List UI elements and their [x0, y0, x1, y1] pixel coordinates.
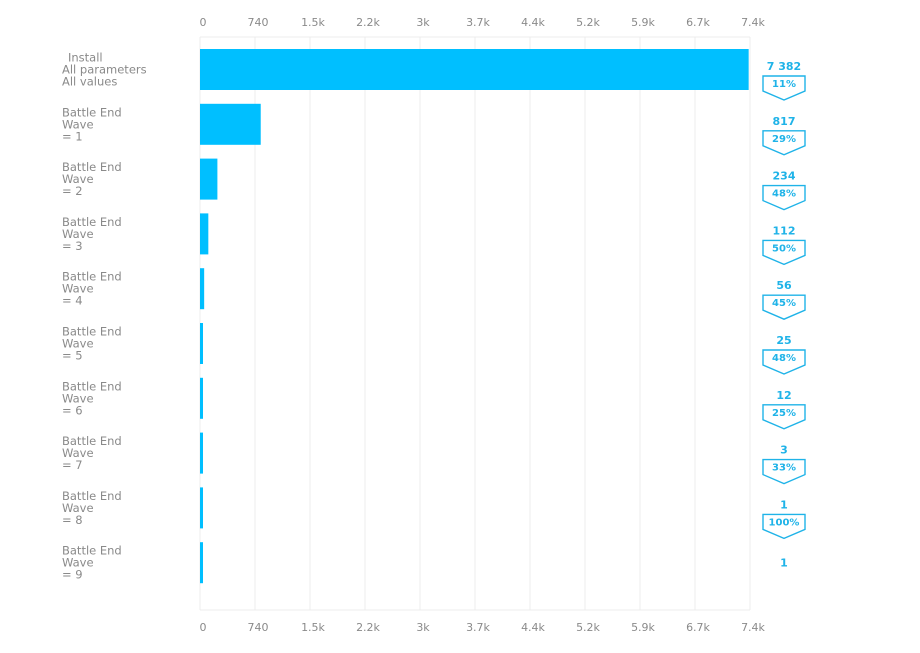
bar-count-label: 1: [780, 557, 788, 570]
category-label: All parameters: [62, 63, 147, 77]
bar: [200, 213, 209, 255]
x-tick-label-bottom: 3.7k: [466, 621, 490, 634]
x-tick-label-bottom: 7.4k: [741, 621, 765, 634]
category-label: = 1: [62, 129, 83, 143]
category-label: Battle End: [62, 270, 122, 284]
conversion-badge: [762, 75, 806, 101]
value-labels: 7 382 11% 817 29% 234 48% 112 50% 56 45% 25 48% 12 25…: [762, 60, 806, 570]
x-tick-label-top: 7.4k: [741, 16, 765, 29]
category-label: Wave: [62, 391, 94, 405]
conversion-label: 100%: [769, 517, 800, 528]
category-label: Battle End: [62, 434, 122, 448]
x-tick-label-top: 5.2k: [576, 16, 600, 29]
gridlines: [199, 36, 751, 611]
category-label: = 2: [62, 184, 83, 198]
category-label: Battle End: [62, 379, 122, 393]
conversion-label: 45%: [772, 298, 796, 309]
x-tick-label-top: 3k: [416, 16, 430, 29]
conversion-badge: [762, 349, 806, 375]
category-label: = 3: [62, 239, 83, 253]
conversion-badge: [762, 239, 806, 266]
category-label: Wave: [62, 172, 94, 186]
category-label: Battle End: [62, 325, 122, 339]
conversion-label: 33%: [772, 463, 796, 474]
x-tick-label-top: 0: [200, 16, 207, 29]
x-axis-bottom: 0 740 1.5k 2.2k 3k 3.7k 4.4k 5.2k 5.9k 6.7k 7.4k: [200, 621, 766, 634]
category-label: Battle End: [62, 544, 122, 558]
conversion-label: 48%: [772, 189, 796, 200]
category-label: Battle End: [62, 105, 122, 119]
conversion-badge: [762, 184, 806, 211]
conversion-badge: [762, 404, 806, 430]
x-tick-label-bottom: 6.7k: [686, 621, 710, 634]
bar-count-label: 3: [780, 444, 788, 457]
x-tick-label-top: 2.2k: [356, 16, 380, 29]
bar-count-label: 234: [773, 170, 796, 183]
x-tick-label-bottom: 5.9k: [631, 621, 655, 634]
x-tick-label-bottom: 0: [200, 621, 207, 634]
x-tick-label-top: 1.5k: [301, 16, 325, 29]
category-label: Install: [68, 51, 103, 65]
conversion-label: 25%: [772, 408, 796, 419]
x-axis-top: 0 740 1.5k 2.2k 3k 3.7k 4.4k 5.2k 5.9k 6.7k 7.4k: [200, 16, 766, 29]
bar: [200, 103, 261, 145]
category-label: = 7: [62, 458, 83, 472]
category-label: Battle End: [62, 160, 122, 174]
x-tick-label-top: 4.4k: [521, 16, 545, 29]
bar: [200, 432, 203, 474]
bar: [200, 49, 749, 90]
category-label: = 5: [62, 349, 83, 363]
category-label: = 9: [62, 568, 83, 582]
x-tick-label-top: 740: [248, 16, 269, 29]
bar: [200, 323, 203, 364]
conversion-label: 48%: [772, 353, 796, 364]
x-tick-label-bottom: 2.2k: [356, 621, 380, 634]
category-label: Wave: [62, 501, 94, 515]
bar: [200, 377, 203, 419]
bar-count-label: 12: [776, 389, 791, 402]
bar-count-label: 7 382: [767, 60, 801, 73]
x-tick-label-bottom: 3k: [416, 621, 430, 634]
bar-count-label: 1: [780, 498, 788, 511]
bar: [200, 542, 203, 584]
category-label: = 6: [62, 403, 83, 417]
category-label: Wave: [62, 556, 94, 570]
bar: [200, 487, 203, 529]
category-label: Wave: [62, 282, 94, 296]
x-tick-label-top: 5.9k: [631, 16, 655, 29]
conversion-label: 29%: [772, 134, 796, 145]
x-tick-label-bottom: 5.2k: [576, 621, 600, 634]
conversion-badge: [762, 294, 806, 320]
conversion-badge: [762, 513, 806, 540]
category-label: = 8: [62, 513, 83, 527]
category-label: Wave: [62, 446, 94, 460]
x-tick-label-top: 6.7k: [686, 16, 710, 29]
bar-count-label: 817: [773, 115, 796, 128]
bar: [200, 268, 205, 310]
conversion-label: 11%: [772, 79, 796, 90]
category-label: Battle End: [62, 215, 122, 229]
bar-count-label: 25: [776, 334, 791, 347]
bar-count-label: 56: [776, 279, 792, 292]
bar: [200, 158, 218, 200]
conversion-badge: [762, 130, 806, 156]
category-label: Wave: [62, 227, 94, 241]
category-label: Battle End: [62, 489, 122, 503]
bar-count-label: 112: [773, 224, 796, 237]
conversion-badge: [762, 458, 806, 485]
x-tick-label-top: 3.7k: [466, 16, 490, 29]
conversion-label: 50%: [772, 243, 796, 254]
category-label: Wave: [62, 337, 94, 351]
x-tick-label-bottom: 740: [248, 621, 269, 634]
category-label: Wave: [62, 117, 94, 131]
category-label: = 4: [62, 294, 83, 308]
x-tick-label-bottom: 4.4k: [521, 621, 545, 634]
category-label: All values: [62, 75, 117, 89]
x-tick-label-bottom: 1.5k: [301, 621, 325, 634]
bars: [200, 49, 749, 584]
